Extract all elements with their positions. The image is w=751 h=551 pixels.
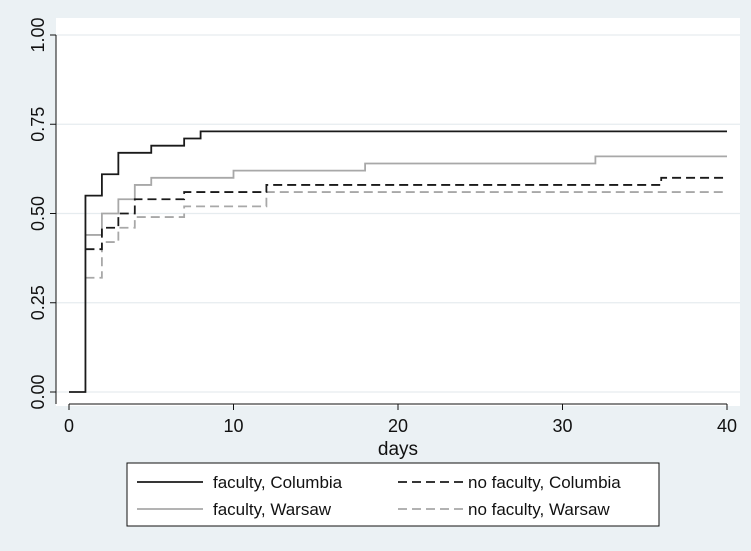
y-tick-label: 0.75 bbox=[28, 107, 48, 142]
legend: faculty, Columbia no faculty, Columbia fac… bbox=[126, 462, 660, 527]
series-line-faculty-columbia bbox=[69, 130, 727, 393]
legend-label: no faculty, Columbia bbox=[468, 473, 621, 492]
legend-box bbox=[126, 462, 660, 527]
ticks: 0.00 0.25 0.50 0.75 1.00 0 10 20 30 40 bbox=[28, 17, 737, 436]
legend-label: faculty, Columbia bbox=[213, 473, 343, 492]
y-tick-label: 0.25 bbox=[28, 285, 48, 320]
x-tick-label: 10 bbox=[223, 416, 243, 436]
series-layer bbox=[69, 130, 727, 393]
legend-label: faculty, Warsaw bbox=[213, 500, 332, 519]
x-tick-label: 30 bbox=[552, 416, 572, 436]
legend-label: no faculty, Warsaw bbox=[468, 500, 610, 519]
y-tick-label: 0.50 bbox=[28, 196, 48, 231]
gridlines bbox=[56, 34, 740, 393]
series-line-faculty-warsaw bbox=[85, 155, 727, 236]
y-tick-label: 0.00 bbox=[28, 374, 48, 409]
x-axis-label: days bbox=[378, 439, 418, 460]
x-tick-label: 40 bbox=[717, 416, 737, 436]
y-tick-label: 1.00 bbox=[28, 17, 48, 52]
plot-area bbox=[56, 18, 740, 406]
x-tick-label: 0 bbox=[64, 416, 74, 436]
x-tick-label: 20 bbox=[388, 416, 408, 436]
series-line-no-faculty-columbia bbox=[85, 176, 727, 251]
